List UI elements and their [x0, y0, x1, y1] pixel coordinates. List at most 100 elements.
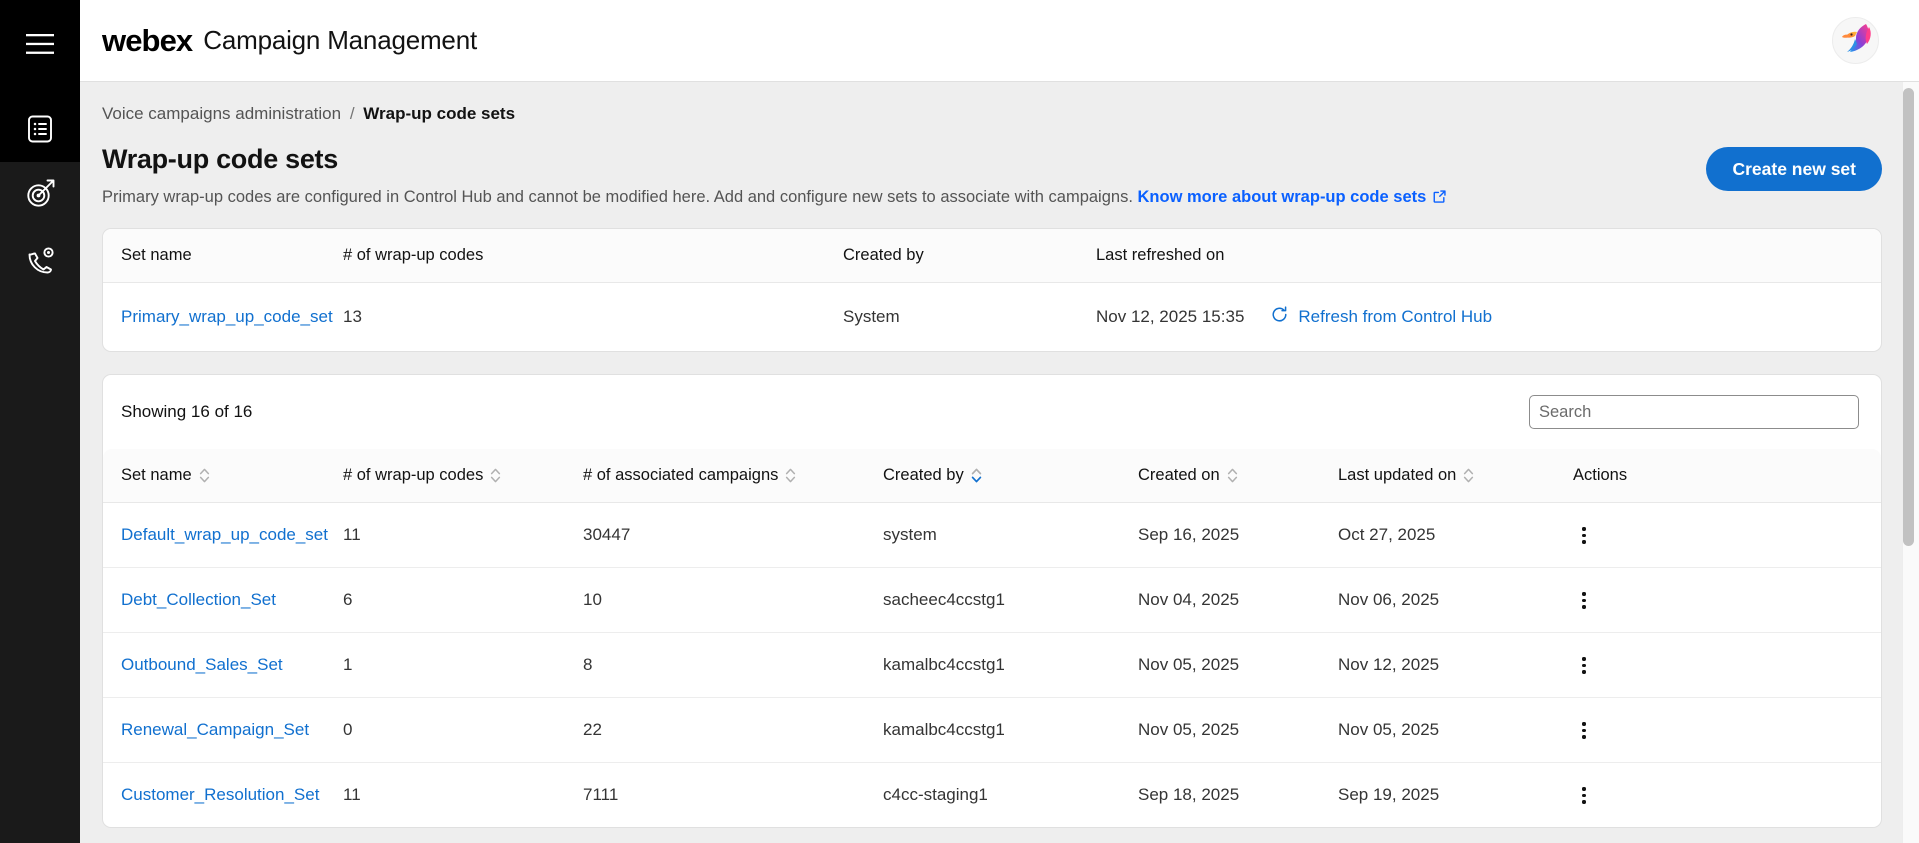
row-last-updated-on: Nov 06, 2025	[1338, 567, 1573, 634]
sort-icon-created-on[interactable]	[1227, 467, 1238, 484]
row-set-name-link[interactable]: Outbound_Sales_Set	[121, 655, 283, 675]
primary-col-set-name: Set name	[103, 229, 343, 284]
primary-col-wrap-up-codes: # of wrap-up codes	[343, 229, 843, 284]
breadcrumb-current: Wrap-up code sets	[363, 104, 516, 123]
col-created-on-label: Created on	[1138, 466, 1220, 485]
row-last-updated-on: Sep 19, 2025	[1338, 785, 1440, 805]
col-last-updated-on-label: Last updated on	[1338, 466, 1457, 485]
row-associated-campaigns: 30447	[583, 502, 883, 569]
know-more-link[interactable]: Know more about wrap-up code sets	[1137, 188, 1427, 206]
table-row: Customer_Resolution_Set 11 7111 c4cc-sta…	[103, 763, 1881, 828]
row-last-updated-on: Oct 27, 2025	[1338, 502, 1573, 569]
col-created-by-label: Created by	[883, 466, 964, 485]
menu-toggle[interactable]	[0, 18, 80, 74]
row-actions-menu-icon[interactable]	[1573, 527, 1595, 544]
app-title: Campaign Management	[203, 25, 477, 55]
primary-set-name-link[interactable]: Primary_wrap_up_code_set	[121, 307, 333, 327]
code-sets-table: Set name # of w	[103, 449, 1881, 827]
avatar[interactable]	[1832, 17, 1879, 64]
sidebar-spacer	[0, 74, 80, 100]
row-wrap-up-codes: 11	[343, 502, 583, 569]
breadcrumb-separator: /	[349, 104, 355, 123]
row-created-by: c4cc-staging1	[883, 785, 988, 805]
primary-table-header-row: Set name # of wrap-up codes Created by L…	[103, 229, 1881, 284]
sort-icon-set-name[interactable]	[199, 467, 210, 484]
sort-icon-last-updated-on[interactable]	[1463, 467, 1474, 484]
scrollbar-thumb[interactable]	[1903, 88, 1914, 546]
code-sets-table-body: Default_wrap_up_code_set 11 30447 system…	[103, 502, 1881, 828]
list-toolbar: Showing 16 of 16	[103, 375, 1881, 449]
sidebar-item-campaigns[interactable]	[0, 162, 80, 230]
row-actions-menu-icon[interactable]	[1573, 787, 1595, 804]
row-created-by: kamalbc4ccstg1	[883, 697, 1138, 764]
refresh-icon[interactable]	[1270, 305, 1289, 329]
primary-created-by-value: System	[843, 307, 900, 327]
row-set-name-link[interactable]: Debt_Collection_Set	[121, 590, 276, 610]
table-row: Default_wrap_up_code_set 11 30447 system…	[103, 502, 1881, 569]
row-set-name-link[interactable]: Customer_Resolution_Set	[121, 785, 320, 805]
col-associated-campaigns[interactable]: # of associated campaigns	[583, 449, 883, 504]
row-actions-menu-icon[interactable]	[1573, 722, 1595, 739]
hamburger-icon	[25, 33, 55, 60]
row-wrap-up-codes: 11	[343, 785, 361, 805]
primary-wrap-up-codes-value: 13	[343, 307, 362, 327]
sidebar-item-reports[interactable]	[0, 100, 80, 162]
row-associated-campaigns: 10	[583, 567, 883, 634]
external-link-icon[interactable]	[1432, 189, 1447, 210]
row-created-on: Sep 18, 2025	[1138, 785, 1240, 805]
breadcrumb-parent[interactable]: Voice campaigns administration	[102, 104, 342, 123]
main-area: webex Campaign Management	[80, 0, 1919, 843]
row-associated-campaigns: 22	[583, 697, 883, 764]
col-created-on[interactable]: Created on	[1138, 449, 1338, 504]
row-wrap-up-codes: 1	[343, 632, 583, 699]
col-wrap-up-codes[interactable]: # of wrap-up codes	[343, 449, 583, 504]
table-row: Outbound_Sales_Set 1 8 kamalbc4ccstg1 No…	[103, 632, 1881, 699]
vertical-scrollbar[interactable]	[1903, 84, 1914, 804]
col-set-name[interactable]: Set name	[103, 449, 343, 504]
row-set-name-link[interactable]: Default_wrap_up_code_set	[121, 525, 328, 545]
primary-set-card: Set name # of wrap-up codes Created by L…	[102, 228, 1882, 353]
list-document-icon	[24, 113, 56, 150]
row-created-by: sacheec4ccstg1	[883, 567, 1138, 634]
row-set-name-link[interactable]: Renewal_Campaign_Set	[121, 720, 310, 740]
refresh-from-control-hub-link[interactable]: Refresh from Control Hub	[1298, 307, 1493, 327]
primary-set-table: Set name # of wrap-up codes Created by L…	[103, 229, 1881, 351]
row-created-on: Nov 04, 2025	[1138, 567, 1338, 634]
search-input[interactable]	[1529, 395, 1859, 430]
app-header: webex Campaign Management	[80, 0, 1919, 82]
sort-icon-wrap-up-codes[interactable]	[490, 467, 501, 484]
sort-icon-created-by[interactable]	[971, 467, 982, 484]
table-row: Renewal_Campaign_Set 0 22 kamalbc4ccstg1…	[103, 697, 1881, 764]
row-actions-menu-icon[interactable]	[1573, 657, 1595, 674]
table-row: Primary_wrap_up_code_set 13 System Nov 1…	[103, 283, 1881, 352]
page-header: Wrap-up code sets Primary wrap-up codes …	[80, 124, 1919, 210]
sort-icon-associated-campaigns[interactable]	[785, 467, 796, 484]
col-actions: Actions	[1573, 449, 1881, 504]
col-associated-campaigns-label: # of associated campaigns	[583, 466, 779, 485]
row-created-by: system	[883, 502, 1138, 569]
row-created-on: Nov 05, 2025	[1138, 697, 1338, 764]
col-last-updated-on[interactable]: Last updated on	[1338, 449, 1573, 504]
showing-count: Showing 16 of 16	[121, 402, 253, 422]
row-wrap-up-codes: 6	[343, 567, 583, 634]
webex-logo: webex	[102, 22, 193, 58]
row-actions-menu-icon[interactable]	[1573, 592, 1595, 609]
create-new-set-button[interactable]: Create new set	[1706, 147, 1882, 191]
sidebar-lower-group	[0, 162, 80, 843]
primary-col-created-by: Created by	[843, 229, 1096, 284]
code-sets-header-row: Set name # of w	[103, 449, 1881, 504]
table-row: Debt_Collection_Set 6 10 sacheec4ccstg1 …	[103, 567, 1881, 634]
row-created-by: kamalbc4ccstg1	[883, 632, 1138, 699]
phone-gear-icon	[23, 245, 57, 284]
row-last-updated-on: Nov 12, 2025	[1338, 632, 1573, 699]
page-description: Primary wrap-up codes are configured in …	[102, 187, 1706, 210]
col-set-name-label: Set name	[121, 466, 192, 485]
sidebar-item-voice-settings[interactable]	[0, 230, 80, 298]
primary-col-last-refreshed: Last refreshed on	[1096, 229, 1881, 284]
page-title: Wrap-up code sets	[102, 144, 338, 174]
parrot-avatar-icon	[1836, 18, 1876, 63]
breadcrumb: Voice campaigns administration / Wrap-up…	[80, 82, 1919, 124]
col-created-by[interactable]: Created by	[883, 449, 1138, 504]
primary-last-refreshed-value: Nov 12, 2025 15:35	[1096, 307, 1245, 327]
